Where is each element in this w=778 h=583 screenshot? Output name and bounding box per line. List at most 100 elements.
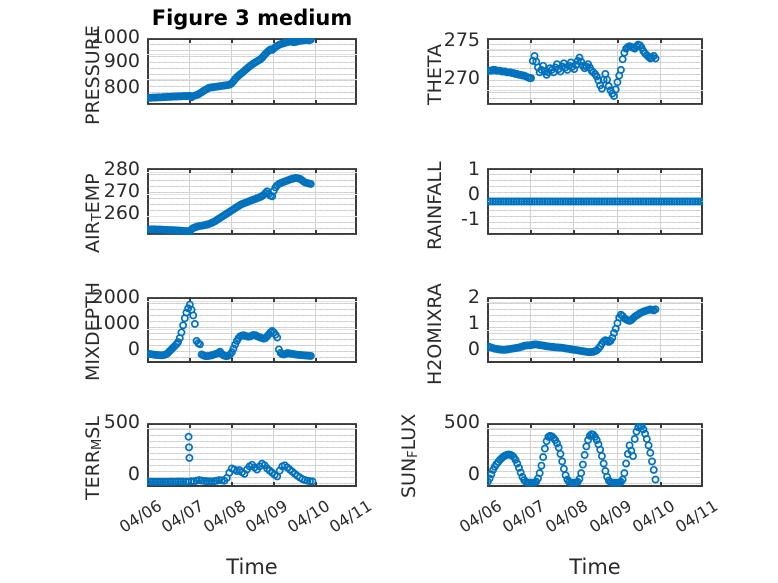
yaxis-label-tail: LUX — [398, 413, 420, 451]
ytick-label: 1000 — [91, 312, 140, 334]
ytick-label: 1000 — [91, 26, 140, 48]
xtick-mark — [530, 168, 532, 173]
xtick-mark — [315, 423, 317, 428]
xtick-mark — [189, 423, 191, 428]
minor-grid — [147, 423, 357, 487]
xtick-mark — [530, 230, 532, 235]
xtick-mark — [231, 423, 233, 428]
ytick-label: 0 — [467, 338, 480, 360]
xtick-mark — [231, 230, 233, 235]
xtick-mark — [315, 482, 317, 487]
gridline — [147, 54, 357, 55]
gridline — [147, 172, 357, 173]
xtick-mark — [660, 38, 662, 43]
xtick-mark — [189, 297, 191, 302]
yaxis-label-text: AIR — [82, 221, 104, 253]
ytick-label: 0 — [467, 183, 480, 205]
xtick-mark — [231, 38, 233, 43]
gridline — [315, 168, 316, 235]
xtick-mark — [231, 482, 233, 487]
panel-mixdepth[interactable] — [147, 297, 357, 363]
xtick-mark — [189, 100, 191, 105]
yaxis-label-subscript: T — [90, 213, 105, 222]
xtick-mark — [573, 100, 575, 105]
gridline — [487, 302, 703, 303]
xtick-mark — [315, 38, 317, 43]
yaxis-label-pressure: PRESSURE — [82, 25, 104, 125]
gridline — [147, 301, 357, 302]
yaxis-label-h2omixra: H2OMIXRA — [424, 283, 446, 385]
xtick-mark — [315, 168, 317, 173]
xtick-mark — [273, 423, 275, 428]
xtick-mark — [573, 423, 575, 428]
gridline — [231, 297, 232, 363]
gridline — [315, 38, 316, 105]
xtick-mark — [617, 358, 619, 363]
xtick-mark — [573, 230, 575, 235]
xtick-mark — [530, 100, 532, 105]
gridline — [273, 38, 274, 105]
series-theta — [487, 38, 703, 105]
gridline — [231, 38, 232, 105]
xtick-mark — [660, 168, 662, 173]
yaxis-label-terrmsl: TERRMSL — [82, 416, 105, 500]
xtick-mark — [660, 297, 662, 302]
gridline — [660, 423, 661, 487]
xtick-mark — [530, 358, 532, 363]
xtick-mark — [273, 297, 275, 302]
ytick-label: 270 — [103, 180, 140, 202]
series-mixdepth — [147, 297, 357, 363]
gridline — [147, 79, 357, 80]
ytick-label: 280 — [103, 158, 140, 180]
yaxis-label-subscript: F — [406, 450, 421, 458]
xtick-mark — [231, 297, 233, 302]
axes-box — [147, 423, 357, 487]
panel-pressure[interactable] — [147, 38, 357, 105]
xtick-mark — [530, 38, 532, 43]
xtick-mark — [617, 230, 619, 235]
xtick-mark — [573, 297, 575, 302]
figure-title: Figure 3 medium — [151, 6, 353, 30]
ytick-label: 0 — [467, 463, 480, 485]
series-pressure — [147, 38, 357, 105]
xtick-mark — [231, 100, 233, 105]
gridline — [273, 168, 274, 235]
panel-sunflux[interactable] — [487, 423, 703, 487]
gridline — [231, 168, 232, 235]
xtick-mark — [530, 297, 532, 302]
xtick-mark — [273, 38, 275, 43]
gridline — [273, 423, 274, 487]
ytick-label: 260 — [103, 202, 140, 224]
yaxis-label-subscript: M — [90, 438, 105, 450]
xtick-mark — [573, 358, 575, 363]
series-terrmsl — [147, 423, 357, 487]
gridline — [147, 216, 357, 217]
panel-terrmsl[interactable] — [147, 423, 357, 487]
xaxis-label-right: Time — [569, 555, 621, 579]
xtick-mark — [315, 297, 317, 302]
ytick-label: 0 — [127, 338, 140, 360]
panel-airtemp[interactable] — [147, 168, 357, 235]
xtick-mark — [189, 38, 191, 43]
gridline — [530, 38, 531, 105]
panel-theta[interactable] — [487, 38, 703, 105]
xtick-mark — [315, 230, 317, 235]
xtick-mark — [617, 168, 619, 173]
ytick-label: 275 — [443, 29, 480, 51]
xaxis-label-left: Time — [226, 555, 278, 579]
ytick-label: -1 — [461, 208, 480, 230]
xtick-mark — [315, 358, 317, 363]
panel-h2omixra[interactable] — [487, 297, 703, 363]
gridline — [660, 38, 661, 105]
gridline — [147, 194, 357, 195]
xtick-mark — [530, 423, 532, 428]
ytick-label: 0 — [127, 463, 140, 485]
xtick-mark — [189, 168, 191, 173]
ytick-label: 1 — [467, 158, 480, 180]
xtick-mark — [231, 168, 233, 173]
gridline — [487, 428, 703, 429]
yaxis-label-text: TERR — [82, 449, 104, 500]
ytick-label: 900 — [103, 50, 140, 72]
panel-rainfall[interactable] — [487, 168, 703, 235]
